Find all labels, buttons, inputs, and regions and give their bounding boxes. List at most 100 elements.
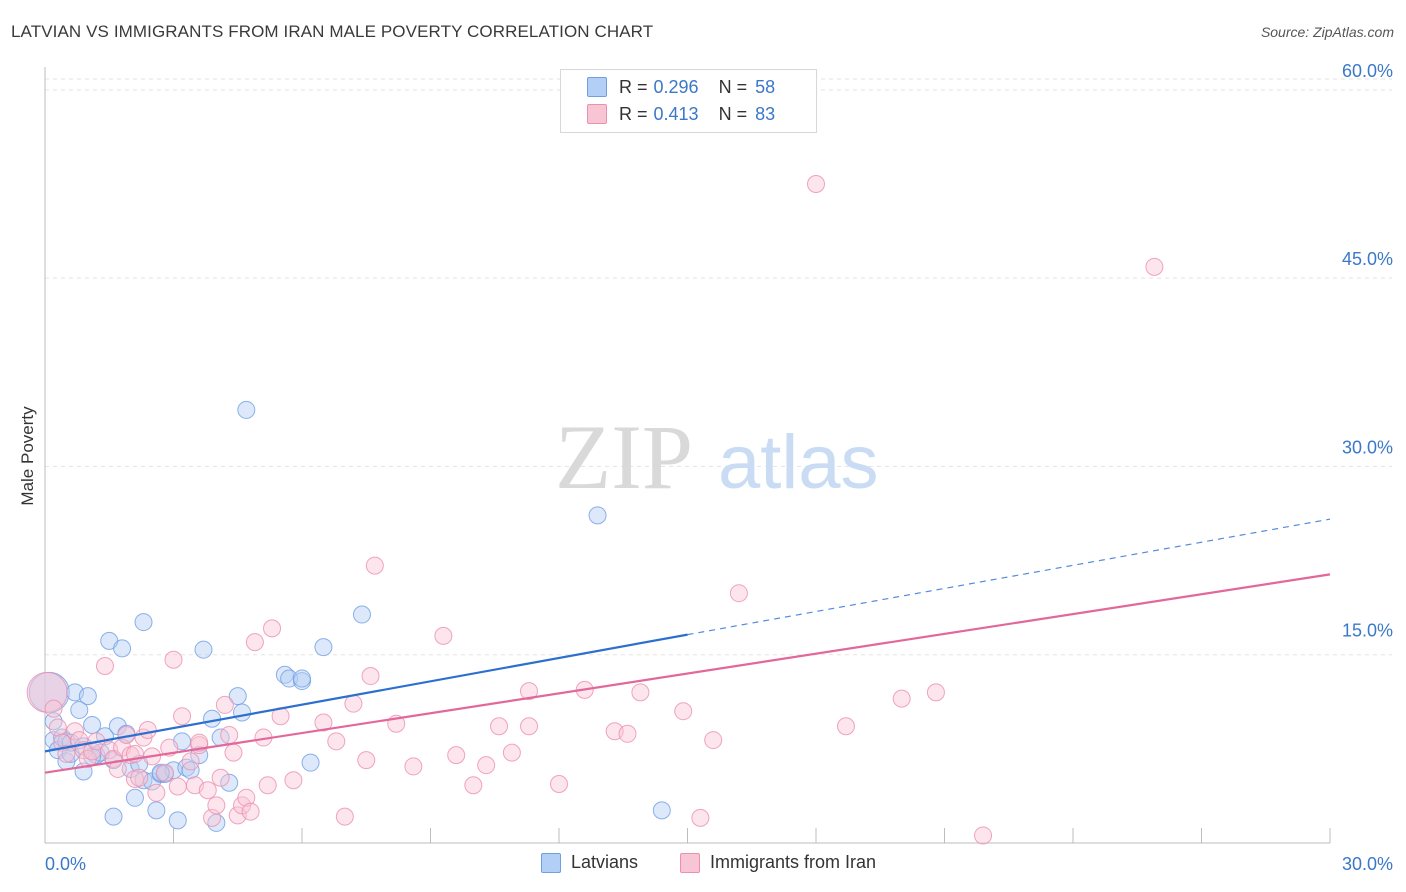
latvians-point (194, 640, 213, 659)
iran-point (729, 584, 748, 603)
iran-point (130, 768, 149, 787)
iran-point (245, 633, 264, 652)
bottom-legend-latvians: Latvians (541, 852, 638, 873)
stats-legend: R = 0.296 N = 58 R = 0.413 N = 83 (560, 69, 817, 133)
iran-point (674, 702, 693, 721)
iran-point (258, 776, 277, 795)
bottom-legend-label-iran: Immigrants from Iran (710, 852, 877, 872)
iran-point (65, 722, 84, 741)
y-tick-label: 60.0% (1342, 61, 1393, 81)
iran-trend-line (44, 573, 1331, 774)
latvians-point (652, 801, 671, 820)
iran-point (241, 802, 260, 821)
iran-point (173, 707, 192, 726)
iran-point (974, 826, 993, 845)
latvians-point (203, 709, 222, 728)
latvians-point (301, 753, 320, 772)
watermark-atlas: atlas (718, 420, 879, 505)
legend-n-value: 58 (755, 76, 776, 97)
legend-row-iran: R = 0.413 N = 83 (587, 103, 775, 125)
iran-point (631, 683, 650, 702)
legend-r-label: R = (619, 103, 648, 124)
iran-point (314, 713, 333, 732)
iran-point (215, 695, 234, 714)
legend-swatch-iran (587, 104, 607, 124)
legend-n-value: 83 (755, 103, 776, 124)
latvians-point (78, 687, 97, 706)
iran-point (520, 682, 539, 701)
latvians-point (147, 801, 166, 820)
iran-point (57, 744, 76, 763)
iran-point (434, 626, 453, 645)
latvians-trend-extension (687, 518, 1331, 636)
watermark: ZIP atlas (555, 406, 879, 508)
iran-point (550, 775, 568, 794)
latvians-point (70, 700, 89, 719)
chart-title: LATVIAN VS IMMIGRANTS FROM IRAN MALE POV… (11, 22, 654, 41)
iran-point (95, 657, 114, 676)
bottom-legend-swatch-iran (680, 852, 700, 873)
latvians-point (314, 638, 333, 657)
iran-point (502, 743, 521, 762)
y-tick-label: 15.0% (1342, 621, 1393, 641)
iran-point (447, 746, 466, 765)
latvians-point (151, 763, 170, 782)
iran-point (344, 694, 363, 713)
iran-point (220, 726, 239, 745)
latvians-point (352, 605, 371, 624)
iran-point (155, 763, 174, 782)
y-axis-label: Male Poverty (18, 406, 37, 506)
latvians-point (237, 400, 256, 419)
latvians-point (293, 669, 311, 688)
iran-point (704, 731, 723, 750)
iran-point (147, 783, 166, 802)
iran-point (181, 752, 200, 771)
iran-point (207, 796, 226, 815)
axes (44, 67, 1331, 844)
latvians-point (588, 506, 607, 525)
iran-point (263, 619, 282, 638)
legend-n-label: N = (718, 103, 748, 124)
iran-point (520, 717, 539, 736)
iran-point (224, 743, 243, 762)
source-label: Source: ZipAtlas.com (1260, 24, 1394, 40)
y-tick-labels: 15.0% 30.0% 45.0% 60.0% (1342, 61, 1393, 641)
bottom-legend-swatch-latvians (541, 852, 561, 873)
latvians-point (233, 703, 252, 722)
legend-r-label: R = (619, 76, 648, 97)
y-tick-label: 45.0% (1342, 249, 1393, 269)
latvians-point (168, 811, 187, 830)
latvians-trend-line (44, 633, 688, 753)
iran-point (1145, 257, 1164, 276)
iran-point (335, 807, 354, 826)
latvians-point (134, 613, 153, 632)
iran-point (365, 556, 384, 575)
trend-lines (44, 518, 1331, 774)
bottom-legend-label-latvians: Latvians (571, 852, 639, 872)
data-points (26, 174, 1164, 845)
iran-point (48, 718, 67, 737)
legend-n-label: N = (718, 76, 748, 97)
latvians-point (104, 807, 123, 826)
x-tick-labels: 0.0% 30.0% (45, 854, 1393, 874)
iran-point (404, 757, 423, 776)
legend-row-latvians: R = 0.296 N = 58 (587, 76, 775, 98)
x-tick-label-min: 0.0% (45, 854, 86, 874)
latvians-point (125, 788, 144, 807)
latvians-point (220, 773, 239, 792)
iran-point (164, 650, 183, 669)
iran-point (490, 717, 509, 736)
iran-point (892, 689, 911, 708)
gridlines (45, 78, 1392, 656)
x-tick-label-max: 30.0% (1342, 854, 1393, 874)
legend-r-value: 0.413 (653, 103, 699, 124)
iran-point (168, 777, 187, 796)
iran-point (26, 671, 68, 713)
iran-point (477, 756, 496, 775)
iran-point (44, 699, 63, 718)
iran-point (138, 721, 157, 740)
iran-point (211, 768, 230, 787)
iran-point (357, 751, 376, 770)
iran-point (807, 174, 825, 193)
iran-point (836, 717, 855, 736)
